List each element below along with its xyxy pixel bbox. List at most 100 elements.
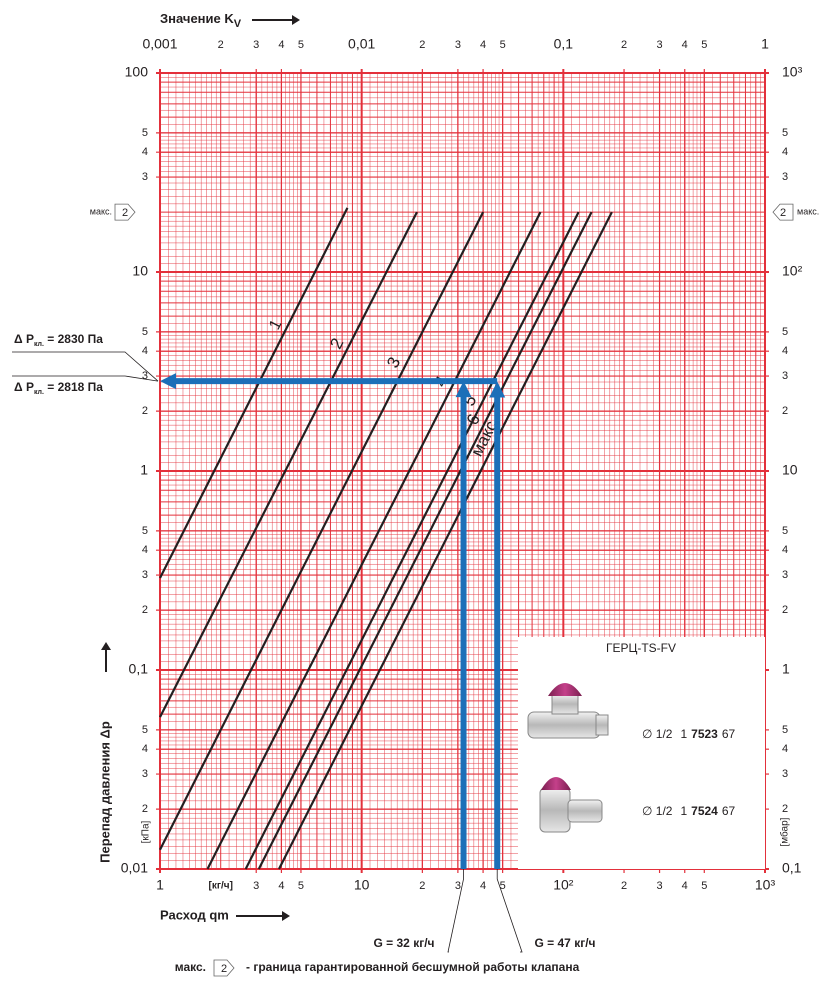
x2-tick-label: 0,01: [348, 36, 375, 52]
dp-label: Δ Pкл. = 2830 Па: [14, 332, 103, 348]
kv-line: [206, 211, 542, 870]
y2-tick-label: 4: [782, 743, 788, 755]
leader-line: [12, 375, 159, 382]
y2-tick-label: 3: [782, 569, 788, 581]
x-tick-label: 10³: [755, 877, 776, 893]
y2-tick-label: 10³: [782, 64, 803, 80]
x-tick-label: 5: [701, 880, 707, 892]
x2-tick-label: 1: [761, 36, 769, 52]
inset: ГЕРЦ-TS-FV ∅ 1/2 1 7523 67 ∅ 1/2 1 7524 67: [518, 637, 765, 869]
x2-axis-title: Значение KV: [160, 11, 242, 29]
leader-line: [12, 351, 159, 382]
y-tick-label: 10: [132, 263, 148, 279]
leader-line: [496, 869, 523, 953]
y2-tick-label: 5: [782, 127, 788, 139]
kv-line: [244, 211, 580, 870]
x2-tick-label: 2: [621, 39, 627, 51]
noise-marker: [114, 203, 136, 221]
x2-tick-label: 3: [656, 39, 662, 51]
article-number: ∅ 1/2 1 7524 67: [642, 804, 736, 818]
x2-tick-label: 5: [701, 39, 707, 51]
article-size: ∅ 1/2: [642, 727, 673, 741]
dp-label: Δ Pкл. = 2818 Па: [14, 380, 103, 396]
article-prefix: 1: [680, 804, 687, 818]
article-prefix: 1: [680, 727, 687, 741]
noise-marker: [213, 959, 235, 977]
y-tick-label: 5: [142, 127, 148, 139]
dp-label-text: Δ P: [14, 380, 34, 394]
x2-axis-title-text: Значение K: [160, 11, 234, 26]
flow-label: G = 32 кг/ч: [374, 936, 435, 950]
y2-tick-label: 3: [782, 370, 788, 382]
flow-arrow-head: [455, 381, 472, 398]
x2-tick-label: 3: [253, 39, 259, 51]
y-tick-label: 100: [125, 64, 149, 80]
y2-tick-label: 0,1: [782, 860, 802, 876]
inset-rows: ∅ 1/2 1 7523 67 ∅ 1/2 1 7524 67: [642, 727, 736, 818]
series-label: 1: [266, 317, 285, 333]
x-tick-label: 5: [298, 880, 304, 892]
y-tick-label: 4: [142, 146, 148, 158]
x2-tick-label: 3: [455, 39, 461, 51]
y-tick-label: 3: [142, 171, 148, 183]
x2-tick-label: 2: [218, 39, 224, 51]
inset-title: ГЕРЦ-TS-FV: [606, 641, 676, 655]
valve-image: [539, 777, 603, 833]
inset-box: [518, 637, 765, 869]
overlay: 1 3 4 5 10 2 3 4 5 10² 2 3 4 5 10³ 0,001 2 3 4 5 0,01 2 3 4 5 0,1…: [12, 11, 819, 977]
y2-tick-label: 10: [782, 462, 798, 478]
arrow-head: [292, 15, 300, 25]
dp-arrow-head: [160, 373, 176, 390]
y2-tick-label: 4: [782, 544, 788, 556]
noise-limit-label: макс.: [797, 206, 819, 216]
y-tick-label: 0,1: [129, 661, 149, 677]
y-tick-label: 5: [142, 326, 148, 338]
x-unit: [кг/ч]: [208, 881, 232, 892]
series-label: 3: [383, 354, 404, 371]
footnote-text: - граница гарантированной бесшумной рабо…: [246, 960, 580, 974]
valve-image: [527, 683, 609, 739]
article-suffix: 67: [722, 804, 736, 818]
flow-arrow-head: [489, 381, 506, 398]
x-tick-label: 2: [419, 880, 425, 892]
x-axis-title: Расход qm: [160, 907, 229, 922]
noise-limit-label: макс.: [90, 206, 112, 216]
x-tick-label: 2: [621, 880, 627, 892]
y-tick-label: 5: [142, 525, 148, 537]
x-tick-label: 3: [253, 880, 259, 892]
x-tick-label: 10: [354, 877, 370, 893]
article-number: ∅ 1/2 1 7523 67: [642, 727, 736, 741]
y2-tick-label: 3: [782, 171, 788, 183]
y2-tick-label: 4: [782, 345, 788, 357]
x2-tick-label: 5: [500, 39, 506, 51]
x2-tick-label: 0,001: [142, 36, 177, 52]
series-label: 2: [326, 335, 347, 352]
kv-line: [159, 207, 349, 579]
y-tick-label: 2: [142, 604, 148, 616]
y-tick-label: 3: [142, 768, 148, 780]
footnote-label: макс.: [175, 960, 206, 974]
article-suffix: 67: [722, 727, 736, 741]
y2-tick-label: 5: [782, 724, 788, 736]
x-tick-label: 10²: [553, 877, 574, 893]
y2-tick-label: 2: [782, 803, 788, 815]
leader-line: [447, 869, 464, 953]
noise-marker: [772, 203, 794, 221]
noise-marker-setting: 2: [780, 207, 786, 219]
y-tick-label: 2: [142, 405, 148, 417]
kv-line: [159, 211, 485, 851]
noise-marker-setting: 2: [122, 207, 128, 219]
y-tick-label: 4: [142, 345, 148, 357]
flow-label: G = 47 кг/ч: [535, 936, 596, 950]
y2-tick-label: 10²: [782, 263, 803, 279]
y2-tick-label: 4: [782, 146, 788, 158]
y-tick-label: 5: [142, 724, 148, 736]
y-tick-label: 3: [142, 569, 148, 581]
y2-tick-label: 3: [782, 768, 788, 780]
x2-tick-label: 2: [419, 39, 425, 51]
x2-tick-label: 4: [278, 39, 284, 51]
x-tick-label: 4: [278, 880, 284, 892]
x-tick-label: 4: [682, 880, 688, 892]
